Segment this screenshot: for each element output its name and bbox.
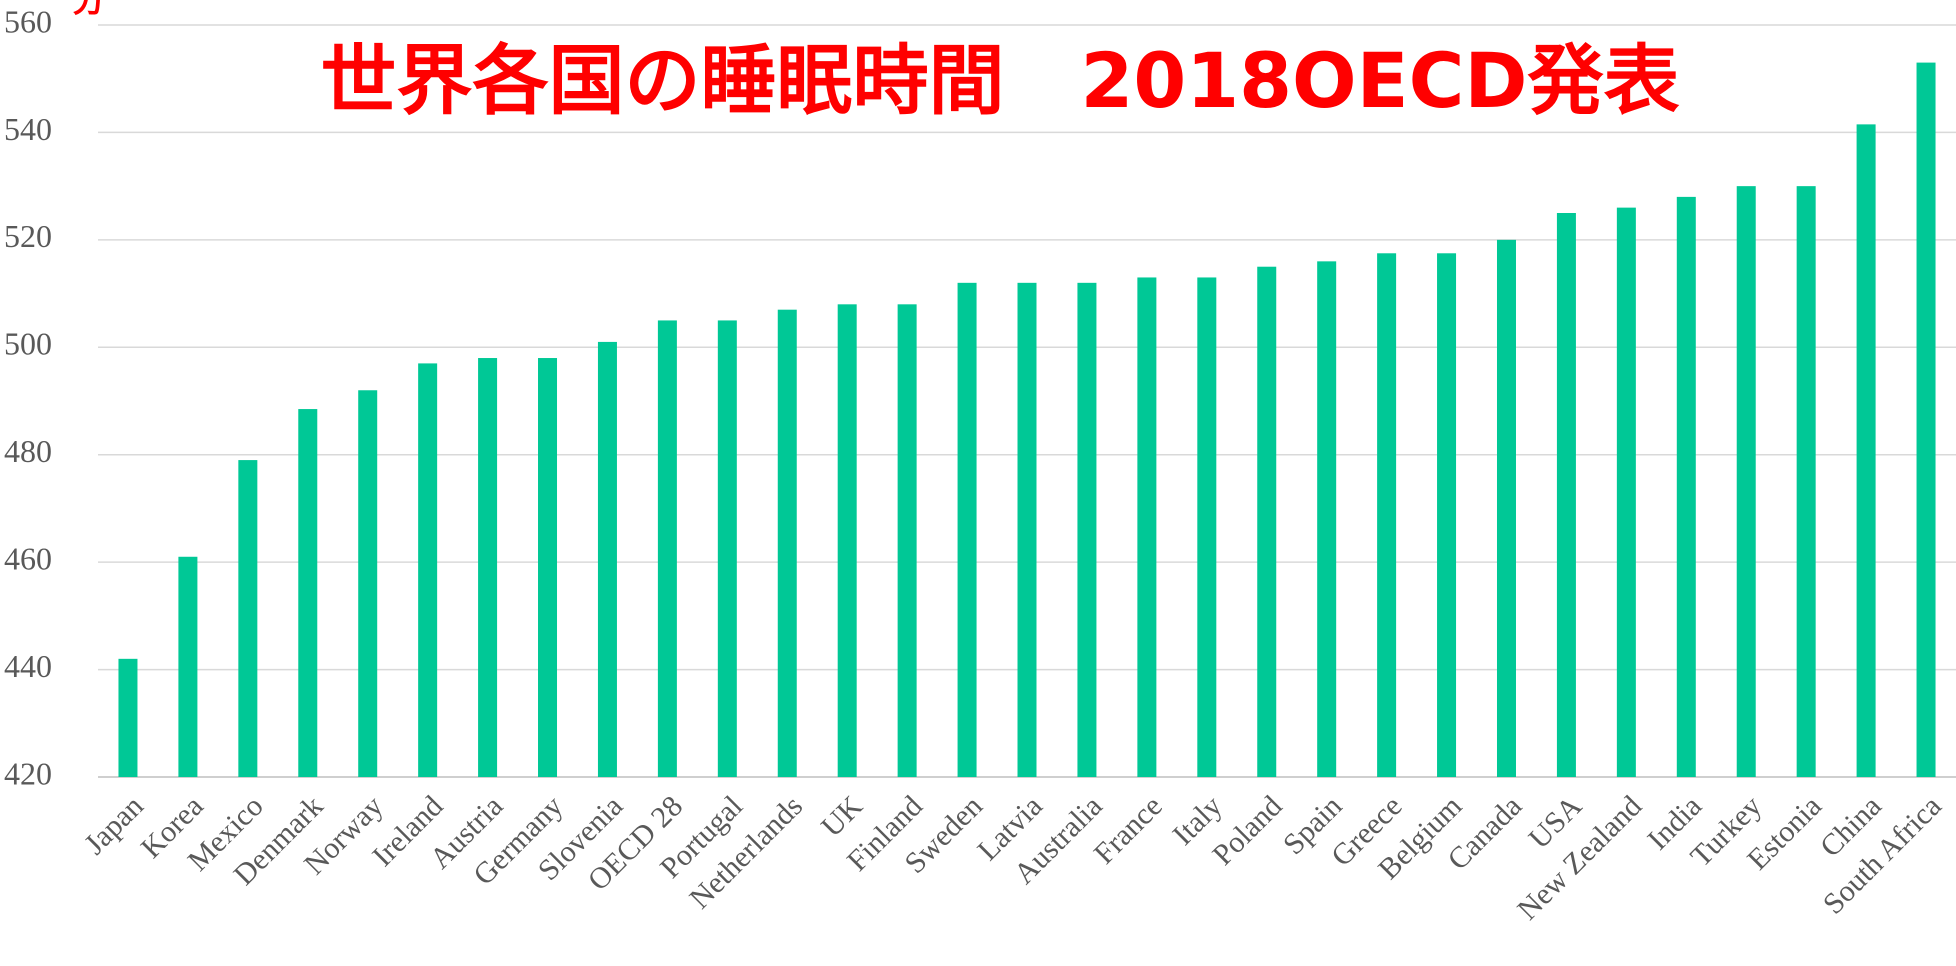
y-tick-label: 560	[4, 3, 52, 39]
x-tick-label: Japan	[78, 789, 150, 861]
y-tick-label: 520	[4, 218, 52, 254]
bar	[1676, 196, 1696, 777]
bar	[837, 304, 857, 777]
bar	[777, 309, 797, 777]
bar	[717, 320, 737, 777]
bar	[1796, 186, 1816, 778]
y-tick-label: 420	[4, 755, 52, 791]
bar	[1377, 253, 1397, 778]
x-tick-label: Poland	[1206, 789, 1288, 871]
bar	[1916, 62, 1936, 778]
y-axis-label: 分	[72, 0, 106, 21]
bar	[1197, 277, 1217, 777]
y-tick-label: 460	[4, 540, 52, 576]
bar	[1736, 186, 1756, 778]
bar	[1437, 253, 1457, 778]
bar	[897, 304, 917, 777]
bar	[1556, 213, 1576, 777]
bar	[1017, 282, 1037, 777]
bar	[657, 320, 677, 777]
bar	[538, 358, 558, 777]
bar	[1137, 277, 1157, 777]
y-tick-label: 480	[4, 433, 52, 469]
bar	[1317, 261, 1337, 777]
bar	[1496, 239, 1516, 777]
bar	[1616, 207, 1636, 778]
bar	[957, 282, 977, 777]
bar	[1257, 266, 1277, 777]
bar	[597, 341, 617, 777]
chart-title: 世界各国の睡眠時間 2018OECD発表	[321, 36, 1680, 125]
y-tick-label: 540	[4, 111, 52, 147]
y-tick-label: 440	[4, 648, 52, 684]
x-tick-label: France	[1088, 789, 1169, 870]
bar	[358, 390, 378, 777]
bar	[118, 658, 138, 777]
y-tick-label: 500	[4, 326, 52, 362]
bar	[1077, 282, 1097, 777]
bar	[418, 363, 438, 777]
bar	[1856, 124, 1876, 777]
bar	[298, 409, 318, 777]
bar	[238, 460, 258, 777]
bar	[178, 556, 198, 777]
bar	[478, 358, 498, 777]
